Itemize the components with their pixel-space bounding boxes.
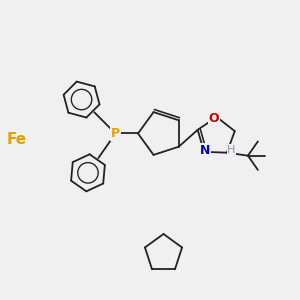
Text: P: P	[111, 127, 120, 140]
Text: N: N	[200, 144, 211, 157]
Text: O: O	[208, 112, 219, 125]
Text: H: H	[227, 145, 236, 155]
Text: Fe: Fe	[6, 132, 27, 147]
